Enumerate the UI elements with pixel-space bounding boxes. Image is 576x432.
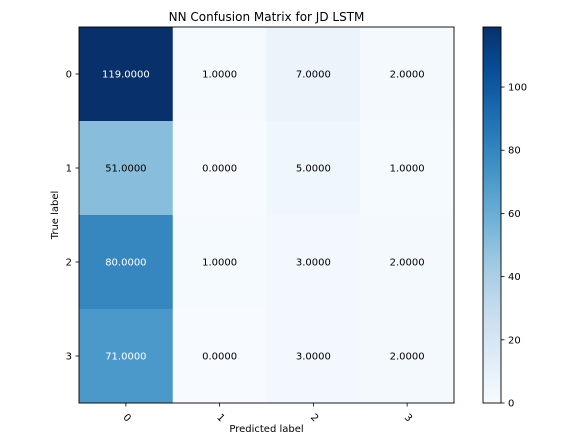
heatmap-cell (79, 121, 174, 216)
colorbar-gradient (483, 27, 501, 403)
heatmap-cell (360, 309, 455, 404)
cell-value-label: 0.0000 (202, 164, 237, 175)
colorbar-tick-label: 100 (508, 83, 527, 94)
heatmap-cell (79, 27, 174, 122)
heatmap-cell (172, 215, 267, 310)
cell-value-label: 1.0000 (390, 164, 425, 175)
cell-value-label: 2.0000 (390, 258, 425, 269)
y-tick-label: 0 (66, 70, 72, 81)
cell-value-label: 2.0000 (390, 352, 425, 363)
heatmap-cell (266, 309, 361, 404)
chart-title: NN Confusion Matrix for JD LSTM (169, 10, 365, 24)
colorbar-ticks: 0 20 40 60 80 100 (501, 83, 527, 410)
cell-value-label: 2.0000 (390, 70, 425, 81)
heatmap-cell (172, 27, 267, 122)
heatmap-cell (360, 215, 455, 310)
heatmap-cell (172, 121, 267, 216)
cell-value-label: 5.0000 (296, 164, 331, 175)
colorbar: 0 20 40 60 80 100 (482, 26, 527, 410)
cell-value-label: 1.0000 (202, 258, 237, 269)
heatmap-cell (79, 215, 174, 310)
colorbar-tick-label: 60 (508, 209, 521, 220)
cell-value-label: 3.0000 (296, 258, 331, 269)
y-axis-ticks: 0 1 2 3 (66, 70, 79, 363)
cell-value-label: 119.0000 (102, 70, 150, 81)
heatmap-cells (79, 27, 455, 404)
colorbar-tick-label: 80 (508, 146, 521, 157)
cell-value-label: 3.0000 (296, 352, 331, 363)
heatmap-cell (360, 121, 455, 216)
cell-value-label: 80.0000 (105, 258, 146, 269)
y-tick-label: 1 (66, 164, 72, 175)
x-axis-label: Predicted label (229, 424, 303, 432)
heatmap-cell (266, 27, 361, 122)
colorbar-tick-label: 0 (508, 399, 514, 410)
colorbar-frame (482, 26, 502, 404)
heatmap-cell (79, 309, 174, 404)
heatmap-cell (172, 309, 267, 404)
heatmap-cell (360, 27, 455, 122)
heatmap-cell (266, 215, 361, 310)
y-axis-label: True label (50, 191, 61, 241)
cell-value-label: 51.0000 (105, 164, 146, 175)
colorbar-tick-label: 20 (508, 335, 521, 346)
heatmap-cell-labels: 119.0000 1.0000 7.0000 2.0000 51.0000 0.0000 5… (102, 70, 425, 363)
heatmap-cell (266, 121, 361, 216)
cell-value-label: 7.0000 (296, 70, 331, 81)
plot-frame (78, 26, 455, 404)
y-tick-label: 3 (66, 352, 72, 363)
cell-value-label: 1.0000 (202, 70, 237, 81)
cell-value-label: 71.0000 (105, 352, 146, 363)
cell-value-label: 0.0000 (202, 352, 237, 363)
colorbar-tick-label: 40 (508, 272, 521, 283)
y-tick-label: 2 (66, 258, 72, 269)
